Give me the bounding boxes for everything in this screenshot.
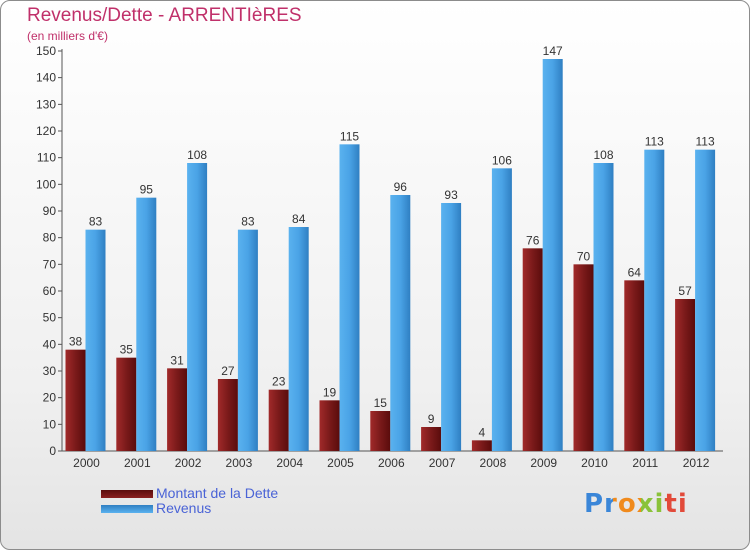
dette-bar	[217, 379, 238, 451]
dette-bar	[675, 299, 696, 451]
dette-value-label: 64	[628, 265, 642, 279]
x-tick-label: 2002	[175, 456, 202, 470]
chart-title: Revenus/Dette - ARRENTIèRES	[27, 5, 302, 26]
logo-text: Proxiti	[584, 489, 688, 519]
dette-value-label: 23	[272, 375, 286, 389]
dette-value-label: 19	[323, 385, 337, 399]
legend-swatch-revenus	[101, 505, 153, 513]
x-tick-label: 2010	[581, 456, 608, 470]
revenus-bar	[339, 144, 360, 452]
revenus-value-label: 96	[394, 180, 408, 194]
dette-bar	[573, 264, 594, 451]
y-tick-label: 150	[36, 44, 56, 58]
x-tick-label: 2003	[226, 456, 253, 470]
revenus-bar	[237, 229, 258, 451]
revenus-value-label: 108	[187, 148, 207, 162]
revenus-value-label: 83	[89, 215, 103, 229]
dette-bar	[268, 389, 289, 451]
revenus-bar	[695, 149, 716, 451]
revenus-bar	[187, 163, 208, 451]
revenus-bar	[390, 195, 411, 451]
revenus-value-label: 113	[696, 135, 715, 149]
dette-bar	[65, 349, 86, 451]
revenus-bar	[85, 229, 106, 451]
dette-value-label: 70	[577, 249, 591, 263]
dette-value-label: 9	[428, 412, 435, 426]
y-tick-label: 110	[37, 151, 56, 165]
revenus-bar	[542, 59, 563, 451]
revenus-value-label: 147	[543, 44, 563, 58]
dette-value-label: 76	[526, 233, 540, 247]
revenus-value-label: 93	[444, 188, 458, 202]
revenus-bar	[441, 203, 462, 451]
x-tick-label: 2004	[276, 456, 303, 470]
x-tick-label: 2007	[429, 456, 456, 470]
dette-bar	[319, 400, 340, 451]
dette-bar	[370, 411, 391, 451]
revenus-bar	[644, 149, 665, 451]
y-tick-label: 80	[43, 231, 57, 245]
y-tick-label: 40	[43, 337, 57, 351]
dette-value-label: 4	[479, 425, 486, 439]
y-tick-label: 30	[43, 364, 57, 378]
revenus-value-label: 84	[292, 212, 306, 226]
y-tick-label: 70	[43, 257, 57, 271]
revenus-value-label: 95	[140, 183, 154, 197]
revenus-bar	[136, 197, 157, 451]
y-tick-label: 10	[43, 417, 57, 431]
revenus-value-label: 108	[593, 148, 613, 162]
y-tick-label: 140	[36, 71, 56, 85]
dette-bar	[471, 440, 492, 451]
revenus-value-label: 113	[645, 135, 664, 149]
dette-bar	[624, 280, 645, 451]
legend-label-revenus: Revenus	[156, 500, 212, 516]
dette-value-label: 35	[120, 343, 134, 357]
x-tick-label: 2001	[124, 456, 151, 470]
y-tick-label: 20	[43, 391, 57, 405]
proxiti-logo: Proxiti	[584, 489, 688, 519]
revenus-bar	[288, 227, 309, 451]
y-tick-label: 130	[36, 97, 56, 111]
x-tick-label: 2000	[73, 456, 100, 470]
revenus-value-label: 83	[241, 215, 255, 229]
dette-value-label: 38	[69, 335, 83, 349]
y-tick-label: 50	[43, 311, 57, 325]
dette-value-label: 57	[678, 284, 692, 298]
legend-swatch-dette	[101, 490, 153, 498]
dette-value-label: 15	[374, 396, 388, 410]
x-tick-label: 2008	[480, 456, 507, 470]
x-tick-label: 2005	[327, 456, 354, 470]
dette-value-label: 27	[221, 364, 235, 378]
legend-label-dette: Montant de la Dette	[156, 485, 279, 501]
x-tick-label: 2011	[632, 456, 658, 470]
dette-bar	[522, 248, 543, 451]
chart-subtitle: (en milliers d'€)	[27, 29, 108, 43]
x-tick-label: 2012	[683, 456, 710, 470]
dette-bar	[116, 357, 137, 451]
dette-bar	[421, 427, 442, 451]
revenus-value-label: 115	[340, 129, 359, 143]
x-tick-label: 2006	[378, 456, 405, 470]
x-tick-label: 2009	[530, 456, 557, 470]
revenus-bar	[491, 168, 512, 452]
revenus-value-label: 106	[492, 153, 512, 167]
revenus-bar	[593, 163, 614, 451]
y-tick-label: 60	[43, 284, 57, 298]
dette-bar	[167, 368, 188, 451]
dette-value-label: 31	[170, 353, 184, 367]
y-tick-label: 100	[36, 177, 56, 191]
y-tick-label: 120	[36, 124, 56, 138]
y-tick-label: 90	[43, 204, 57, 218]
y-tick-label: 0	[49, 444, 56, 458]
